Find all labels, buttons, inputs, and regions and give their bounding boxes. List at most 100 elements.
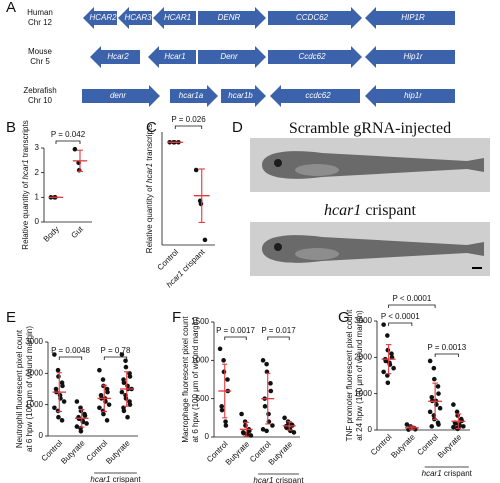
data-point [435, 384, 441, 389]
data-point [193, 167, 199, 173]
data-point [61, 399, 67, 404]
significance-bracket [434, 353, 459, 357]
data-point [119, 352, 125, 357]
caption-part: hcar1 [324, 202, 361, 219]
y-axis-label-part: Relative quantity of [145, 183, 154, 253]
gene-arrow [365, 85, 455, 107]
y-axis-label: Macrophage fluorescent pixel count [181, 316, 190, 443]
gene-arrow [148, 46, 196, 68]
gene-arrow [270, 85, 360, 107]
p-value: P < 0.0001 [392, 294, 431, 303]
x-tick-label: Butyrate [267, 439, 295, 467]
gene-label: HCAR1 [164, 13, 191, 22]
data-point [385, 373, 390, 378]
p-value: P = 0.0017 [216, 326, 255, 335]
data-point [123, 364, 129, 370]
data-point [56, 374, 61, 379]
data-point [431, 365, 437, 371]
fish-yolk [295, 248, 339, 260]
y-tick-label: 2000 [354, 352, 372, 361]
data-point [264, 361, 269, 367]
p-value: P = 0.78 [101, 346, 131, 355]
data-point [225, 377, 230, 382]
data-point [74, 424, 80, 429]
y-axis-label: at 6 hpw (100 μm of wound margin) [25, 326, 34, 452]
y-axis-label: TNF promoter fluorescent pixel count [345, 309, 354, 441]
significance-bracket [267, 336, 290, 340]
y-tick-label: 3000 [354, 316, 372, 325]
y-tick-label: 0 [368, 425, 373, 434]
data-point [55, 367, 61, 373]
y-axis-label: at 24 hpw (100 μm of wound margin) [355, 310, 364, 441]
data-point [119, 389, 125, 395]
p-value: P = 0.042 [51, 130, 86, 139]
fish-eye [274, 243, 282, 251]
row-label: Human [27, 8, 53, 17]
gene-label: hip1r [404, 91, 422, 100]
y-axis-label-part: Neutrophil fluorescent pixel count [15, 329, 24, 448]
data-point [106, 402, 112, 407]
data-point [198, 201, 204, 207]
data-point [82, 413, 88, 418]
significance-bracket [388, 322, 413, 326]
gene-arrow [90, 46, 140, 68]
gene-label: CCDC62 [296, 13, 329, 22]
gene-arrow [198, 7, 266, 29]
data-point [52, 405, 57, 411]
data-point [451, 424, 456, 430]
row-label: Chr 10 [28, 96, 53, 105]
caption: Scramble gRNA-injected [289, 120, 451, 137]
group-label-part: hcar1 [422, 469, 442, 478]
data-point [74, 399, 80, 404]
y-axis-label-part: hcar1 [21, 159, 30, 179]
gene-label: DENR [218, 13, 241, 22]
panel-letter: E [6, 309, 16, 326]
group-label-part: crispant [273, 476, 304, 483]
significance-bracket [58, 356, 83, 360]
gene-arrow [83, 7, 117, 29]
y-axis-label-part: hcar1 [145, 163, 154, 183]
data-point [383, 358, 389, 364]
data-point [406, 427, 411, 432]
y-axis-label-part: at 24 hpw (100 μm of wound margin) [355, 310, 364, 441]
p-value: P = 0.0048 [51, 346, 90, 355]
data-point [381, 369, 386, 375]
data-point [260, 358, 266, 363]
y-tick-label: 0 [205, 432, 210, 441]
data-point [385, 333, 390, 338]
y-axis-label-part: transcripts [21, 120, 30, 159]
data-point [381, 322, 386, 327]
data-point [97, 367, 102, 373]
y-axis-label-part: Macrophage fluorescent pixel count [181, 316, 190, 443]
x-tick-label: Butyrate [104, 438, 132, 466]
data-point [121, 380, 127, 386]
x-tick-label: Body [42, 225, 61, 244]
data-point [217, 346, 223, 352]
data-point [391, 365, 396, 371]
data-point [429, 424, 435, 429]
data-point [84, 421, 89, 426]
panel-letter: A [6, 0, 16, 16]
gene-arrow [268, 46, 362, 68]
significance-bracket [388, 304, 436, 308]
data-point [451, 402, 456, 407]
caption-part: Scramble gRNA-injected [289, 120, 451, 137]
data-point [52, 352, 57, 357]
x-tick-label: Butyrate [59, 438, 87, 466]
gene-label: HIP1R [401, 13, 425, 22]
data-point [427, 409, 433, 415]
panel-letter: D [232, 119, 243, 136]
data-point [262, 404, 268, 409]
group-label: hcar1 crispant [90, 475, 141, 483]
data-point [202, 237, 208, 243]
data-point [219, 404, 224, 409]
group-label: hcar1 crispant [253, 476, 304, 483]
significance-bracket [174, 125, 203, 129]
data-point [427, 358, 433, 364]
gene-label: Ccdc62 [298, 52, 326, 61]
data-point [453, 421, 458, 426]
gene-label: Hcar1 [164, 52, 185, 61]
group-label: hcar1 crispant [422, 469, 473, 478]
data-point [268, 388, 274, 394]
data-point [389, 351, 394, 357]
